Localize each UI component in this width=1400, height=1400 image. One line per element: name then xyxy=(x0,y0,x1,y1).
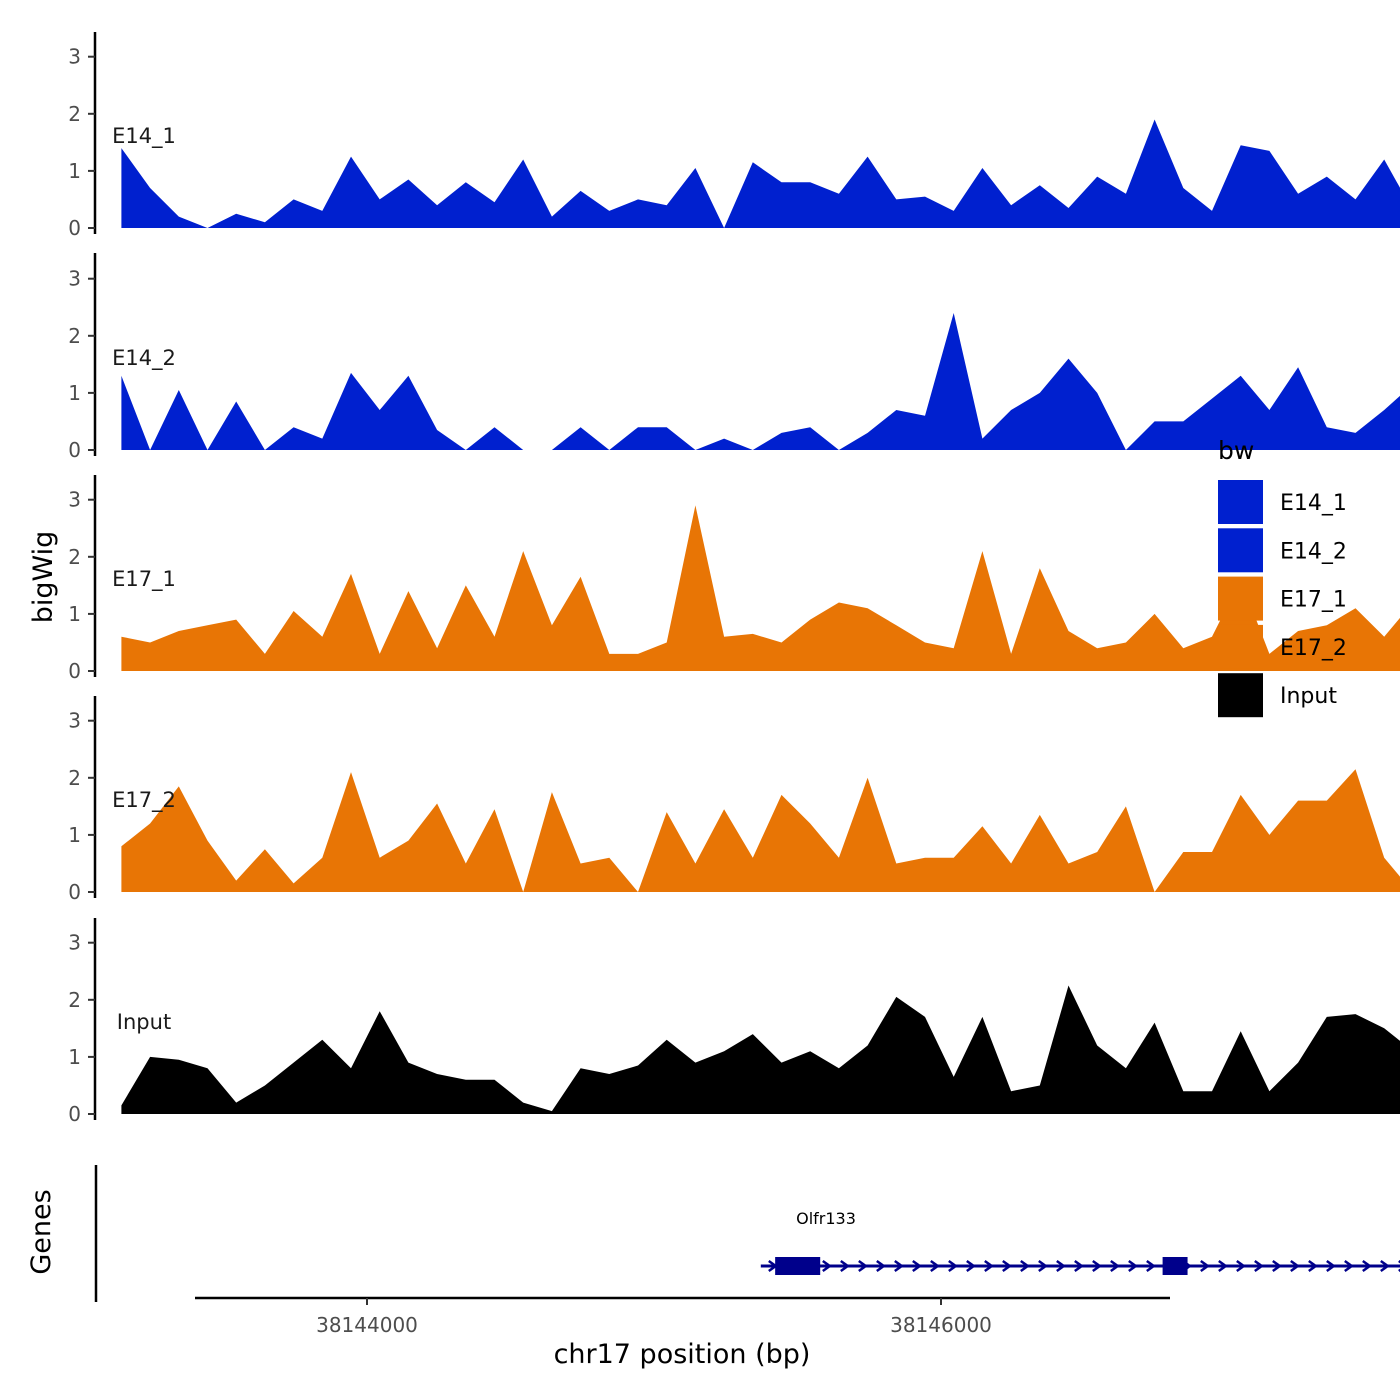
strand-arrow xyxy=(1200,1259,1210,1273)
strand-arrow xyxy=(912,1259,922,1273)
legend-label: E17_1 xyxy=(1280,588,1347,613)
y-tick-label: 1 xyxy=(68,381,81,405)
strand-arrow xyxy=(1218,1259,1228,1273)
strand-arrow xyxy=(1110,1259,1120,1273)
y-tick-label: 1 xyxy=(68,1045,81,1069)
legend-label: E14_2 xyxy=(1280,539,1347,564)
y-axis-title: bigWig xyxy=(28,531,59,624)
legend-swatch xyxy=(1218,528,1263,573)
y-tick-label: 0 xyxy=(68,880,81,904)
strand-arrow xyxy=(858,1259,868,1273)
coverage-area-E14_2 xyxy=(121,313,1400,450)
x-tick-label: 38144000 xyxy=(316,1313,418,1337)
y-tick-label: 1 xyxy=(68,823,81,847)
y-tick-label: 2 xyxy=(68,102,81,126)
strand-arrow xyxy=(948,1259,958,1273)
track-label-E14_1: E14_1 xyxy=(112,124,176,149)
strand-arrow xyxy=(1056,1259,1066,1273)
strand-arrow xyxy=(1362,1259,1372,1273)
x-axis-title: chr17 position (bp) xyxy=(554,1339,811,1370)
x-tick-label: 38146000 xyxy=(890,1313,992,1337)
y-tick-label: 0 xyxy=(68,659,81,683)
strand-arrow xyxy=(876,1259,886,1273)
strand-arrow xyxy=(1074,1259,1084,1273)
strand-arrow xyxy=(966,1259,976,1273)
y-tick-label: 2 xyxy=(68,324,81,348)
gene-label: Olfr133 xyxy=(796,1209,856,1228)
coverage-area-E14_1 xyxy=(121,119,1400,228)
legend-title: bw xyxy=(1218,436,1254,465)
strand-arrow xyxy=(1254,1259,1264,1273)
strand-arrow xyxy=(930,1259,940,1273)
legend-label: E14_1 xyxy=(1280,491,1347,516)
track-E14_2: 0 1 2 3 E14_2 xyxy=(68,253,1400,462)
legend-label: Input xyxy=(1280,684,1337,709)
strand-arrow xyxy=(1002,1259,1012,1273)
strand-arrow xyxy=(840,1259,850,1273)
track-E17_1: 0 1 2 3 E17_1 xyxy=(68,475,1400,683)
legend-swatch xyxy=(1218,480,1263,524)
genes-axis-title: Genes xyxy=(26,1189,57,1274)
strand-arrow xyxy=(1092,1259,1102,1273)
y-tick-label: 2 xyxy=(68,988,81,1012)
strand-arrow xyxy=(1326,1259,1336,1273)
y-tick-label: 3 xyxy=(68,45,81,69)
strand-arrow xyxy=(1128,1259,1138,1273)
y-tick-label: 3 xyxy=(68,709,81,733)
gene-exon xyxy=(1162,1257,1188,1275)
strand-arrow xyxy=(984,1259,994,1273)
strand-arrow xyxy=(1290,1259,1300,1273)
coverage-tracks: 0 1 2 3 E14_1 0 1 2 3 E14_2 0 1 2 3 E17_1 0 1 2 3 E17_2 0 1 2 3… xyxy=(68,32,1400,1126)
coverage-area-E17_2 xyxy=(121,769,1400,892)
track-E14_1: 0 1 2 3 E14_1 xyxy=(68,32,1400,240)
strand-arrow xyxy=(1308,1259,1318,1273)
legend: E14_1 E14_2 E17_1 E17_2 Input xyxy=(1218,480,1347,718)
strand-arrow xyxy=(822,1259,832,1273)
gene-track xyxy=(760,1257,1400,1275)
y-tick-label: 0 xyxy=(68,216,81,240)
coverage-area-Input xyxy=(121,985,1400,1114)
y-tick-label: 3 xyxy=(68,267,81,291)
y-tick-label: 1 xyxy=(68,159,81,183)
track-label-E17_2: E17_2 xyxy=(112,788,176,813)
legend-swatch xyxy=(1218,576,1263,621)
y-tick-label: 0 xyxy=(68,1102,81,1126)
track-E17_2: 0 1 2 3 E17_2 xyxy=(68,696,1400,904)
y-tick-label: 3 xyxy=(68,488,81,512)
legend-swatch xyxy=(1218,624,1263,669)
strand-arrow xyxy=(1146,1259,1156,1273)
x-axis: 381440003814600038148000 xyxy=(316,1298,992,1337)
legend-label: E17_2 xyxy=(1280,636,1347,661)
strand-arrow xyxy=(894,1259,904,1273)
legend-swatch xyxy=(1218,673,1263,718)
strand-arrow xyxy=(1236,1259,1246,1273)
track-label-E14_2: E14_2 xyxy=(112,346,176,371)
y-tick-label: 2 xyxy=(68,766,81,790)
y-tick-label: 0 xyxy=(68,438,81,462)
coverage-area-E17_1 xyxy=(121,505,1400,671)
track-label-E17_1: E17_1 xyxy=(112,567,176,592)
y-tick-label: 3 xyxy=(68,931,81,955)
y-tick-label: 1 xyxy=(68,602,81,626)
strand-arrow xyxy=(1380,1259,1390,1273)
strand-arrow xyxy=(1272,1259,1282,1273)
track-label-Input: Input xyxy=(117,1010,171,1034)
track-Input: 0 1 2 3 Input xyxy=(68,918,1400,1126)
gene-exon xyxy=(775,1257,821,1275)
y-tick-label: 2 xyxy=(68,545,81,569)
strand-arrow xyxy=(1344,1259,1354,1273)
strand-arrow xyxy=(1038,1259,1048,1273)
strand-arrow xyxy=(1020,1259,1030,1273)
